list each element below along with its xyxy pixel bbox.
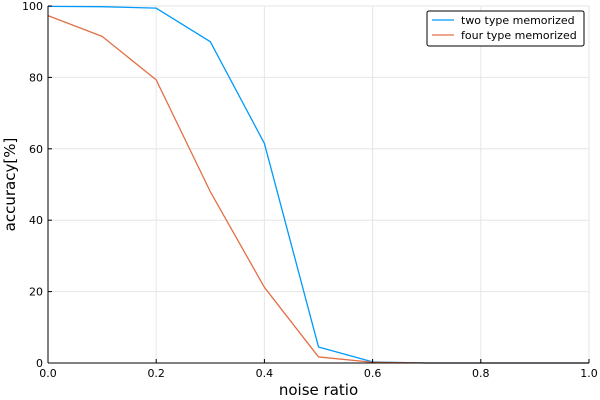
x-tick-label: 0.4: [256, 367, 274, 380]
series-layer: [47, 5, 589, 364]
series-line-1: [47, 5, 589, 364]
x-tick-label: 0.8: [472, 367, 490, 380]
y-tick-label: 0: [36, 357, 43, 370]
grid: [47, 5, 590, 364]
x-axis-label: noise ratio: [279, 381, 358, 399]
y-tick-label: 40: [29, 214, 43, 227]
y-ticks: 0 20 40 60 80 100: [22, 0, 52, 370]
legend-label: four type memorized: [461, 29, 577, 42]
y-tick-label: 20: [29, 286, 43, 299]
axes: [47, 6, 589, 364]
x-tick-label: 0.6: [364, 367, 382, 380]
legend-box: [426, 10, 585, 47]
y-tick-label: 100: [22, 0, 43, 13]
x-tick-label: 0.0: [39, 367, 57, 380]
x-tick-label: 1.0: [580, 367, 598, 380]
series-line-2: [47, 15, 589, 364]
legend-label: two type memorized: [461, 14, 575, 27]
x-tick-label: 0.2: [147, 367, 165, 380]
y-tick-label: 80: [29, 71, 43, 84]
y-axis-label: accuracy[%]: [1, 138, 19, 232]
legend: two type memorized four type memorized: [426, 10, 585, 47]
x-ticks: 0.0 0.2 0.4 0.6 0.8 1.0: [39, 359, 598, 380]
y-tick-label: 60: [29, 143, 43, 156]
